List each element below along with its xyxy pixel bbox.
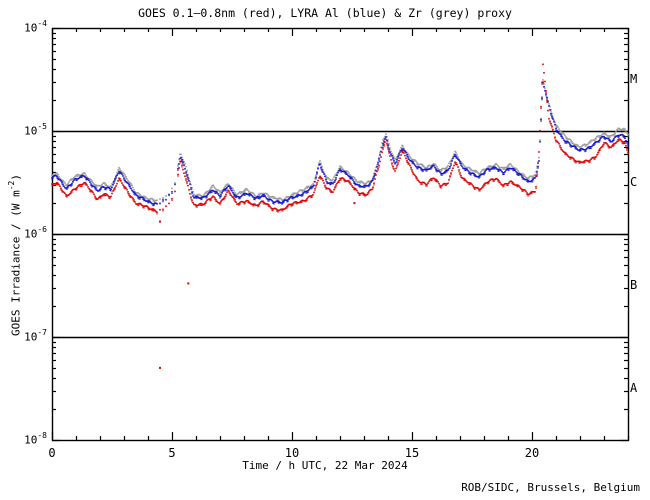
x-tick-label: 15 [404,446,420,460]
y-tick-label: 10-7 [24,328,47,344]
y-axis-label: GOES Irradiance / (W m-2) [7,174,23,336]
flare-class-label: C [630,174,638,189]
flare-class-label: M [630,71,638,86]
y-tick-label: 10-6 [24,225,47,241]
y-tick-label: 10-4 [24,19,47,35]
x-tick-label: 0 [48,446,56,460]
x-tick-label: 10 [284,446,300,460]
x-tick-label: 5 [168,446,176,460]
y-tick-label: 10-8 [24,431,47,447]
flare-class-label: B [630,277,638,292]
flare-class-label: A [630,380,638,395]
x-tick-label: 20 [524,446,540,460]
y-axis-label-text: GOES Irradiance / (W m [9,190,23,336]
y-axis-label-close: ) [9,174,23,181]
y-axis-label-exponent: -2 [7,180,16,191]
x-axis-label: Time / h UTC, 22 Mar 2024 [242,459,408,472]
chart-title: GOES 0.1–0.8nm (red), LYRA Al (blue) & Z… [138,6,512,20]
credit-text: ROB/SIDC, Brussels, Belgium [461,481,640,494]
y-tick-label: 10-5 [24,122,47,138]
